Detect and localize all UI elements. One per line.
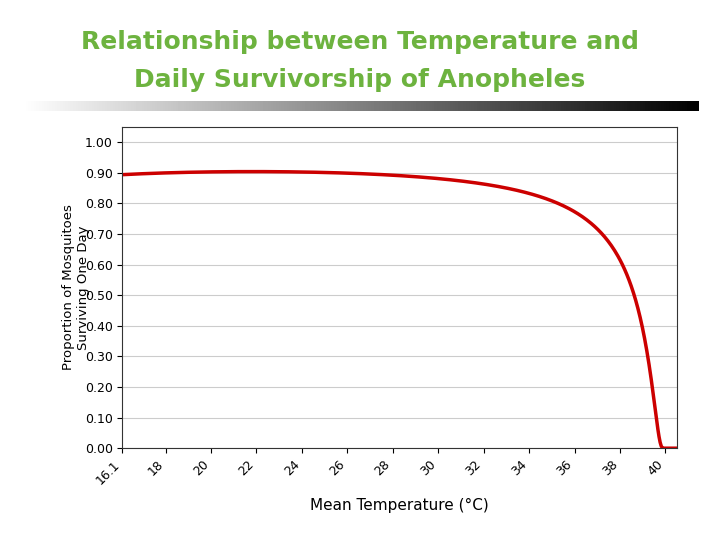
Text: UNITED NATIONS FRAMEWORK CONVENTION ON CLIMATE CHANGE: UNITED NATIONS FRAMEWORK CONVENTION ON C… (261, 517, 560, 526)
Text: Relationship between Temperature and: Relationship between Temperature and (81, 30, 639, 53)
X-axis label: Mean Temperature (°C): Mean Temperature (°C) (310, 498, 489, 513)
Y-axis label: Proportion of Mosquitoes
Surviving One Day: Proportion of Mosquitoes Surviving One D… (63, 205, 90, 370)
Text: Daily Survivorship of Anopheles: Daily Survivorship of Anopheles (135, 68, 585, 91)
